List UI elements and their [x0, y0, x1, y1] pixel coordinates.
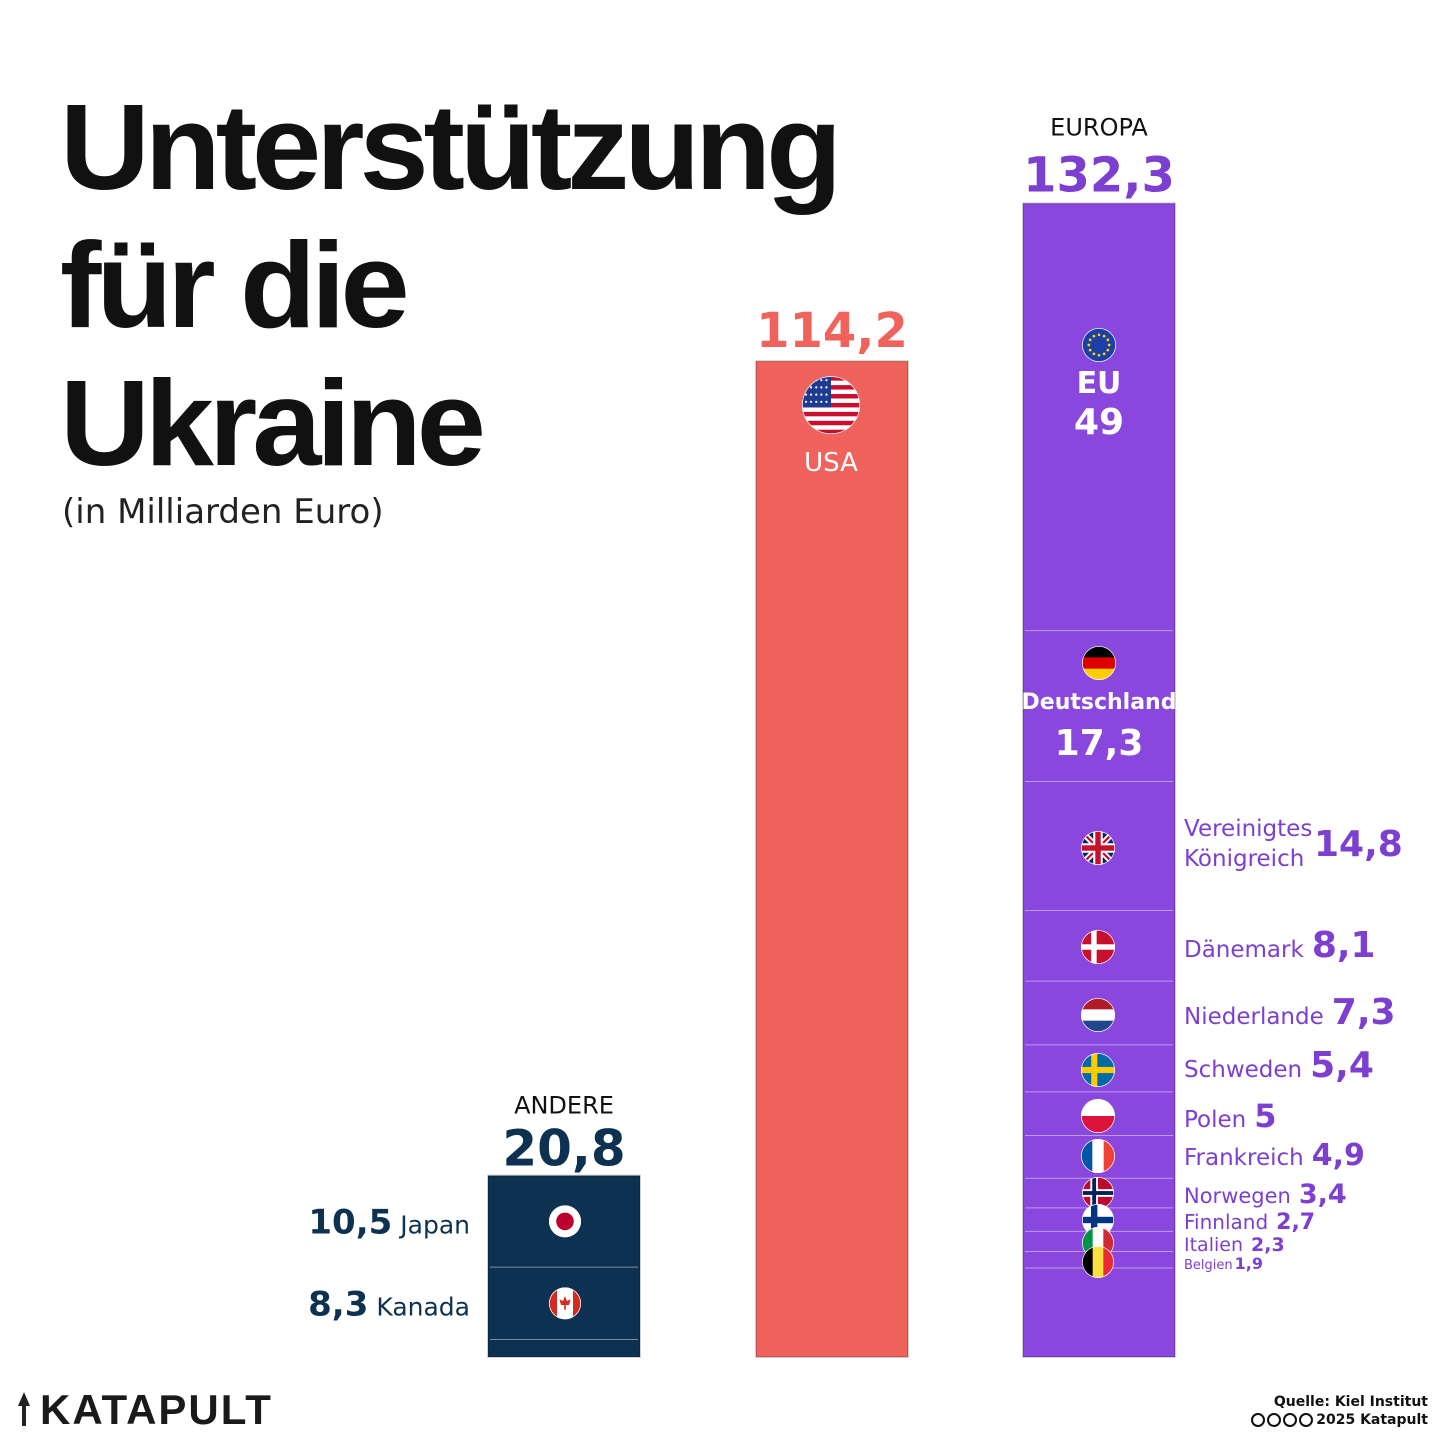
segment-label-dänemark: Dänemark 8,1	[1184, 925, 1376, 966]
usa-flag-icon	[802, 376, 860, 435]
belgium-flag-icon	[1082, 1246, 1114, 1278]
bar-andere	[487, 1174, 641, 1359]
canada-flag-icon	[549, 1287, 581, 1320]
segment-label-polen: Polen 5	[1184, 1097, 1277, 1135]
segment-label-vereinigtes-königreich-line2: Königreich	[1184, 846, 1304, 872]
total-label-andere: 20,8	[502, 1120, 625, 1178]
logo-icon	[18, 1392, 30, 1426]
italy-flag-icon	[1082, 1227, 1114, 1259]
segment-value-eu: 49	[1074, 402, 1124, 443]
segment-label-norwegen: Norwegen 3,4	[1184, 1179, 1347, 1210]
poland-flag-icon	[1081, 1099, 1115, 1133]
katapult-logo: KATAPULT	[14, 1386, 273, 1434]
total-label-usa: 114,2	[756, 303, 908, 359]
norway-flag-icon	[1082, 1177, 1114, 1209]
logo-text: KATAPULT	[40, 1386, 273, 1433]
segment-label-finnland: Finnland 2,7	[1184, 1210, 1315, 1235]
uk-flag-icon	[1081, 831, 1115, 865]
japan-flag-icon	[549, 1205, 581, 1238]
segment-label-vereinigtes-königreich-line1: Vereinigtes	[1184, 816, 1312, 842]
segment-label-deutschland: Deutschland	[1022, 690, 1177, 715]
segment-label-niederlande: Niederlande 7,3	[1184, 992, 1396, 1033]
source-text: Quelle: Kiel Institut	[1273, 1394, 1428, 1410]
segment-label-eu: EU	[1077, 366, 1122, 401]
chart-subtitle: (in Milliarden Euro)	[62, 492, 384, 532]
segment-label-japan: 10,5 Japan	[308, 1202, 470, 1242]
title-line-1: Unterstützung	[60, 79, 842, 215]
sweden-flag-icon	[1081, 1053, 1115, 1087]
copyright-line: 2025 Katapult	[1251, 1411, 1428, 1429]
title-line-2: für die	[60, 217, 410, 353]
bar-usa	[755, 360, 909, 1358]
germany-flag-icon	[1082, 646, 1116, 680]
creative-commons-icon	[1251, 1413, 1314, 1427]
total-label-europa: 132,3	[1023, 147, 1175, 203]
chart-title: Unterstützung für die Ukraine	[60, 78, 978, 492]
segment-label-usa: USA	[804, 448, 858, 478]
segment-label-kanada: 8,3 Kanada	[308, 1284, 470, 1324]
france-flag-icon	[1081, 1139, 1115, 1173]
segment-label-belgien: Belgien 1,9	[1184, 1254, 1263, 1273]
footer: Quelle: Kiel Institut 2025 Katapult	[1251, 1393, 1428, 1429]
eu-flag-icon	[1082, 328, 1116, 362]
denmark-flag-icon	[1081, 930, 1115, 964]
segment-value-vereinigtes-königreich: 14,8	[1314, 824, 1403, 865]
netherlands-flag-icon	[1081, 998, 1115, 1032]
group-label-europa: EUROPA	[1050, 113, 1148, 141]
copyright-text: 2025 Katapult	[1316, 1412, 1428, 1428]
segment-label-schweden: Schweden 5,4	[1184, 1045, 1374, 1086]
group-label-andere: ANDERE	[514, 1092, 614, 1120]
segment-label-italien: Italien 2,3	[1184, 1234, 1285, 1256]
segment-label-frankreich: Frankreich 4,9	[1184, 1138, 1365, 1173]
title-line-3: Ukraine	[60, 355, 486, 491]
segment-value-deutschland: 17,3	[1055, 723, 1144, 764]
